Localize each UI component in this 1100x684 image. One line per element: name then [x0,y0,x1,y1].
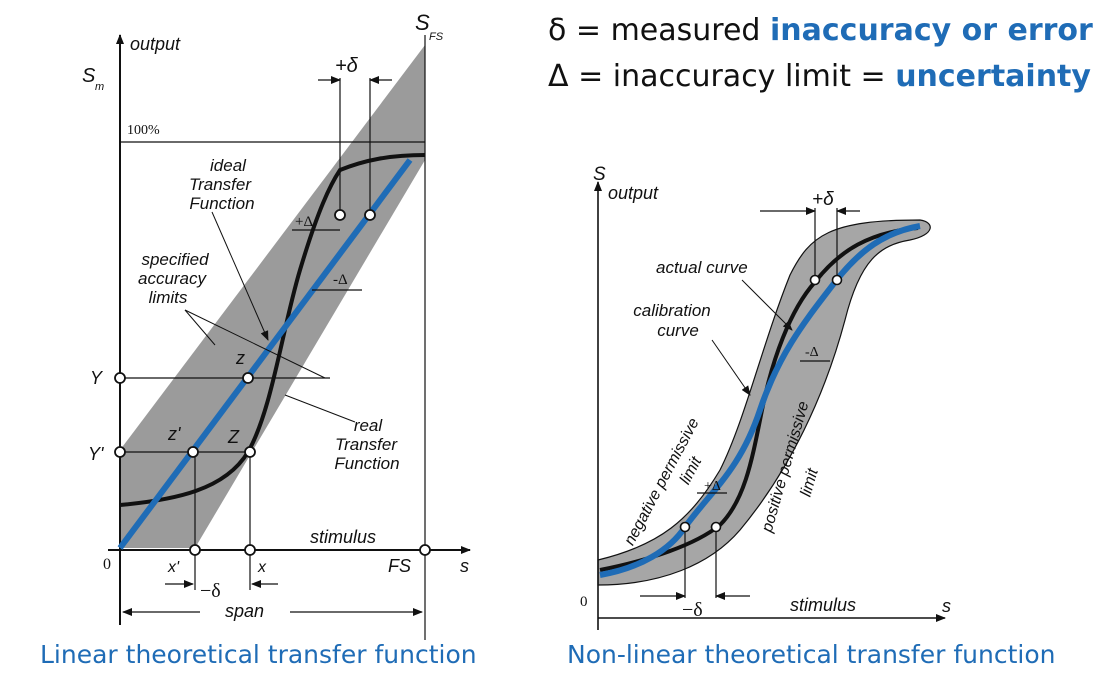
minus-delta-label: −δ [682,599,703,621]
Y-prime-point [114,446,126,458]
FS-label: FS [388,556,411,576]
sm-label: S [82,65,96,87]
minus-Delta-label: -Δ [333,272,348,288]
lower-calibration-point [679,521,691,533]
Delta-definition: Δ = inaccuracy limit = uncertainty [548,54,1093,100]
z-label: z [235,348,245,368]
definitions: δ = measured inaccuracy or error Δ = ina… [548,8,1093,100]
accuracy-label-2: accuracy [138,269,208,288]
nonlinear-diagram: S output +δ actual curve calibration cur… [580,164,951,630]
s-axis-symbol: S [593,164,606,185]
real-point [334,209,346,221]
stimulus-label: stimulus [790,595,856,615]
origin-label: 0 [103,556,111,573]
Delta-text: = inaccuracy limit = [568,59,896,94]
output-label: output [608,183,659,203]
output-label: output [130,34,181,54]
Y-point [114,372,126,384]
linear-caption: Linear theoretical transfer function [40,640,477,669]
Z-point [244,446,256,458]
calibration-label-2: curve [657,321,699,340]
real-leader [284,394,356,423]
plus-Delta-label: +Δ [704,479,721,494]
x-prime-label: x' [167,559,180,576]
x-prime-point [189,544,201,556]
ideal-label-3: Function [189,194,254,213]
actual-curve-label: actual curve [656,258,748,277]
plus-delta-label: +δ [812,189,834,210]
real-label-2: Transfer [335,435,398,454]
accuracy-band [120,45,425,548]
actual-leader [741,279,793,331]
x-point [244,544,256,556]
ideal-label-1: ideal [210,156,247,175]
real-label-1: real [354,416,384,435]
ideal-label-2: Transfer [189,175,252,194]
ideal-point [364,209,376,221]
Z-label: Z [227,427,240,447]
minus-delta-label: −δ [200,580,221,602]
z-point [242,372,254,384]
lower-actual-point [710,521,722,533]
linear-diagram: output S m S FS 100% +δ ideal Transfer F… [82,10,471,640]
plus-delta-label: +δ [335,55,359,77]
calibration-leader [711,339,751,396]
x-label: x [257,559,267,576]
delta-text: = measured [566,13,770,48]
delta-definition: δ = measured inaccuracy or error [548,8,1093,54]
s-label: s [942,596,951,616]
accuracy-label-3: limits [149,288,188,307]
hundred-label: 100% [127,123,160,138]
actual-point [809,274,821,286]
z-prime-point [187,446,199,458]
plus-Delta-label: +Δ [295,214,313,230]
Delta-symbol: Δ [548,59,569,94]
sfs-subscript: FS [429,31,444,43]
origin-label: 0 [580,594,588,610]
real-label-3: Function [334,454,399,473]
real-transfer-curve [119,153,426,507]
s-label: s [460,556,469,576]
accuracy-leader-1 [184,309,326,379]
sfs-label: S [415,10,430,35]
calibration-label-1: calibration [633,301,711,320]
nonlinear-caption: Non-linear theoretical transfer function [567,640,1056,669]
ideal-leader [211,211,269,341]
Y-prime-label: Y' [88,444,104,464]
Y-label: Y [90,368,104,388]
z-prime-label: z' [167,424,181,444]
calibration-curve [599,223,921,578]
error-term: inaccuracy or error [770,13,1093,48]
sm-subscript: m [95,81,104,93]
stimulus-label: stimulus [310,527,376,547]
FS-point [419,544,431,556]
uncertainty-term: uncertainty [895,59,1091,94]
accuracy-label-1: specified [141,250,209,269]
minus-Delta-label: -Δ [805,345,819,360]
ideal-transfer-line [117,158,413,550]
delta-symbol: δ [548,13,567,48]
span-label: span [225,601,264,621]
accuracy-leader-2 [184,309,216,346]
positive-limit-label-2: limit [798,466,822,499]
calibration-point [831,274,843,286]
